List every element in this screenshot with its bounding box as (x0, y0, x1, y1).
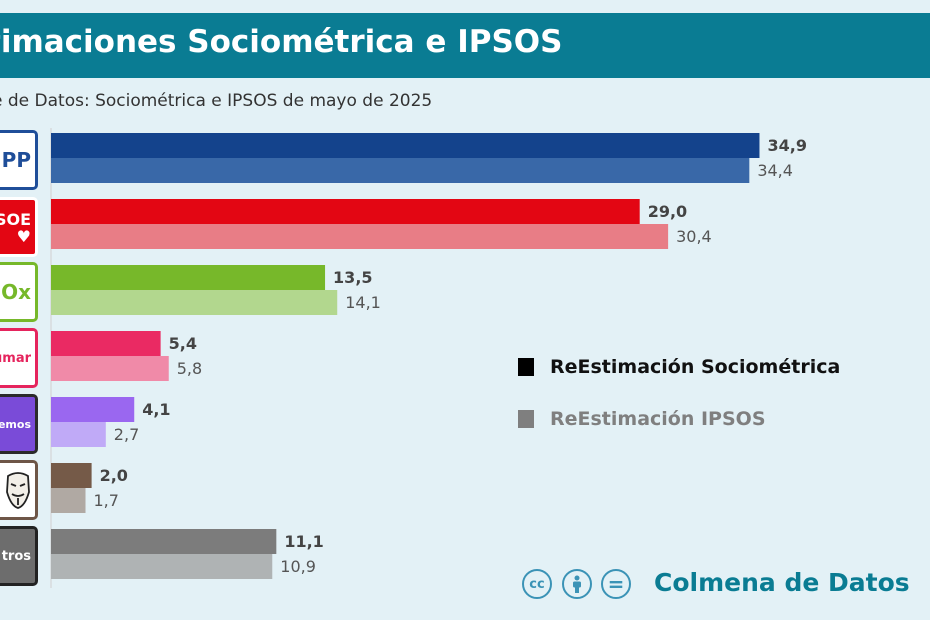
logo-sumar: umar (0, 328, 38, 388)
bar-otros-sociometrica (51, 529, 277, 554)
bar-psoe-ipsos (51, 224, 669, 249)
logo-pp: PP (0, 130, 38, 190)
data-label-podemos-ipsos: 2,7 (114, 425, 139, 444)
logo-vox-text: Ox (1, 280, 31, 304)
legend-swatch-sociometrica (518, 358, 534, 376)
data-label-pp-sociometrica: 34,9 (767, 136, 806, 155)
logo-psoe-text: SOE (0, 209, 31, 229)
chart-subtitle: e de Datos: Sociométrica e IPSOS de mayo… (0, 91, 433, 111)
logo-otros-text: tros (1, 548, 31, 564)
bar-otros-ipsos (51, 554, 273, 579)
cc-icon: cc (522, 569, 552, 599)
bar-sumar-ipsos (51, 356, 169, 381)
by-icon (562, 569, 592, 599)
data-label-pp-ipsos: 34,4 (757, 161, 793, 180)
data-label-salf-sociometrica: 2,0 (100, 466, 128, 485)
data-label-vox-ipsos: 14,1 (345, 293, 381, 312)
bar-psoe-sociometrica (51, 199, 640, 224)
bar-salf-ipsos (51, 488, 86, 513)
logo-otros: tros (0, 526, 38, 586)
data-label-psoe-sociometrica: 29,0 (648, 202, 687, 221)
logo-podemos: demos (0, 394, 38, 454)
legend-sociometrica: ReEstimación Sociométrica (518, 356, 840, 378)
page-title: timaciones Sociométrica e IPSOS (0, 24, 563, 60)
nd-icon: = (601, 569, 631, 599)
bar-salf-sociometrica (51, 463, 92, 488)
title-band (0, 13, 930, 78)
legend-swatch-ipsos (518, 410, 534, 428)
logo-psoe: SOE ♥ (0, 197, 38, 257)
bar-vox-ipsos (51, 290, 338, 315)
logo-salf (0, 460, 38, 520)
bar-pp-sociometrica (51, 133, 760, 158)
logo-sumar-text: umar (0, 350, 31, 366)
bar-podemos-sociometrica (51, 397, 135, 422)
logo-vox: Ox (0, 262, 38, 322)
bar-pp-ipsos (51, 158, 750, 183)
data-label-sumar-ipsos: 5,8 (177, 359, 202, 378)
logo-pp-text: PP (1, 148, 31, 172)
mask-icon (6, 472, 30, 509)
data-label-psoe-ipsos: 30,4 (676, 227, 712, 246)
brand-name: Colmena de Datos (654, 568, 910, 597)
logo-podemos-text: demos (0, 417, 31, 431)
bar-podemos-ipsos (51, 422, 106, 447)
data-label-podemos-sociometrica: 4,1 (142, 400, 170, 419)
bar-vox-sociometrica (51, 265, 326, 290)
heart-icon: ♥ (16, 226, 31, 246)
legend-ipsos: ReEstimación IPSOS (518, 408, 766, 430)
legend-label-ipsos: ReEstimación IPSOS (550, 408, 766, 430)
bar-sumar-sociometrica (51, 331, 161, 356)
data-label-sumar-sociometrica: 5,4 (169, 334, 197, 353)
data-label-vox-sociometrica: 13,5 (333, 268, 372, 287)
data-label-otros-ipsos: 10,9 (280, 557, 316, 576)
legend-label-sociometrica: ReEstimación Sociométrica (550, 356, 841, 378)
data-label-otros-sociometrica: 11,1 (284, 532, 323, 551)
data-label-salf-ipsos: 1,7 (94, 491, 119, 510)
